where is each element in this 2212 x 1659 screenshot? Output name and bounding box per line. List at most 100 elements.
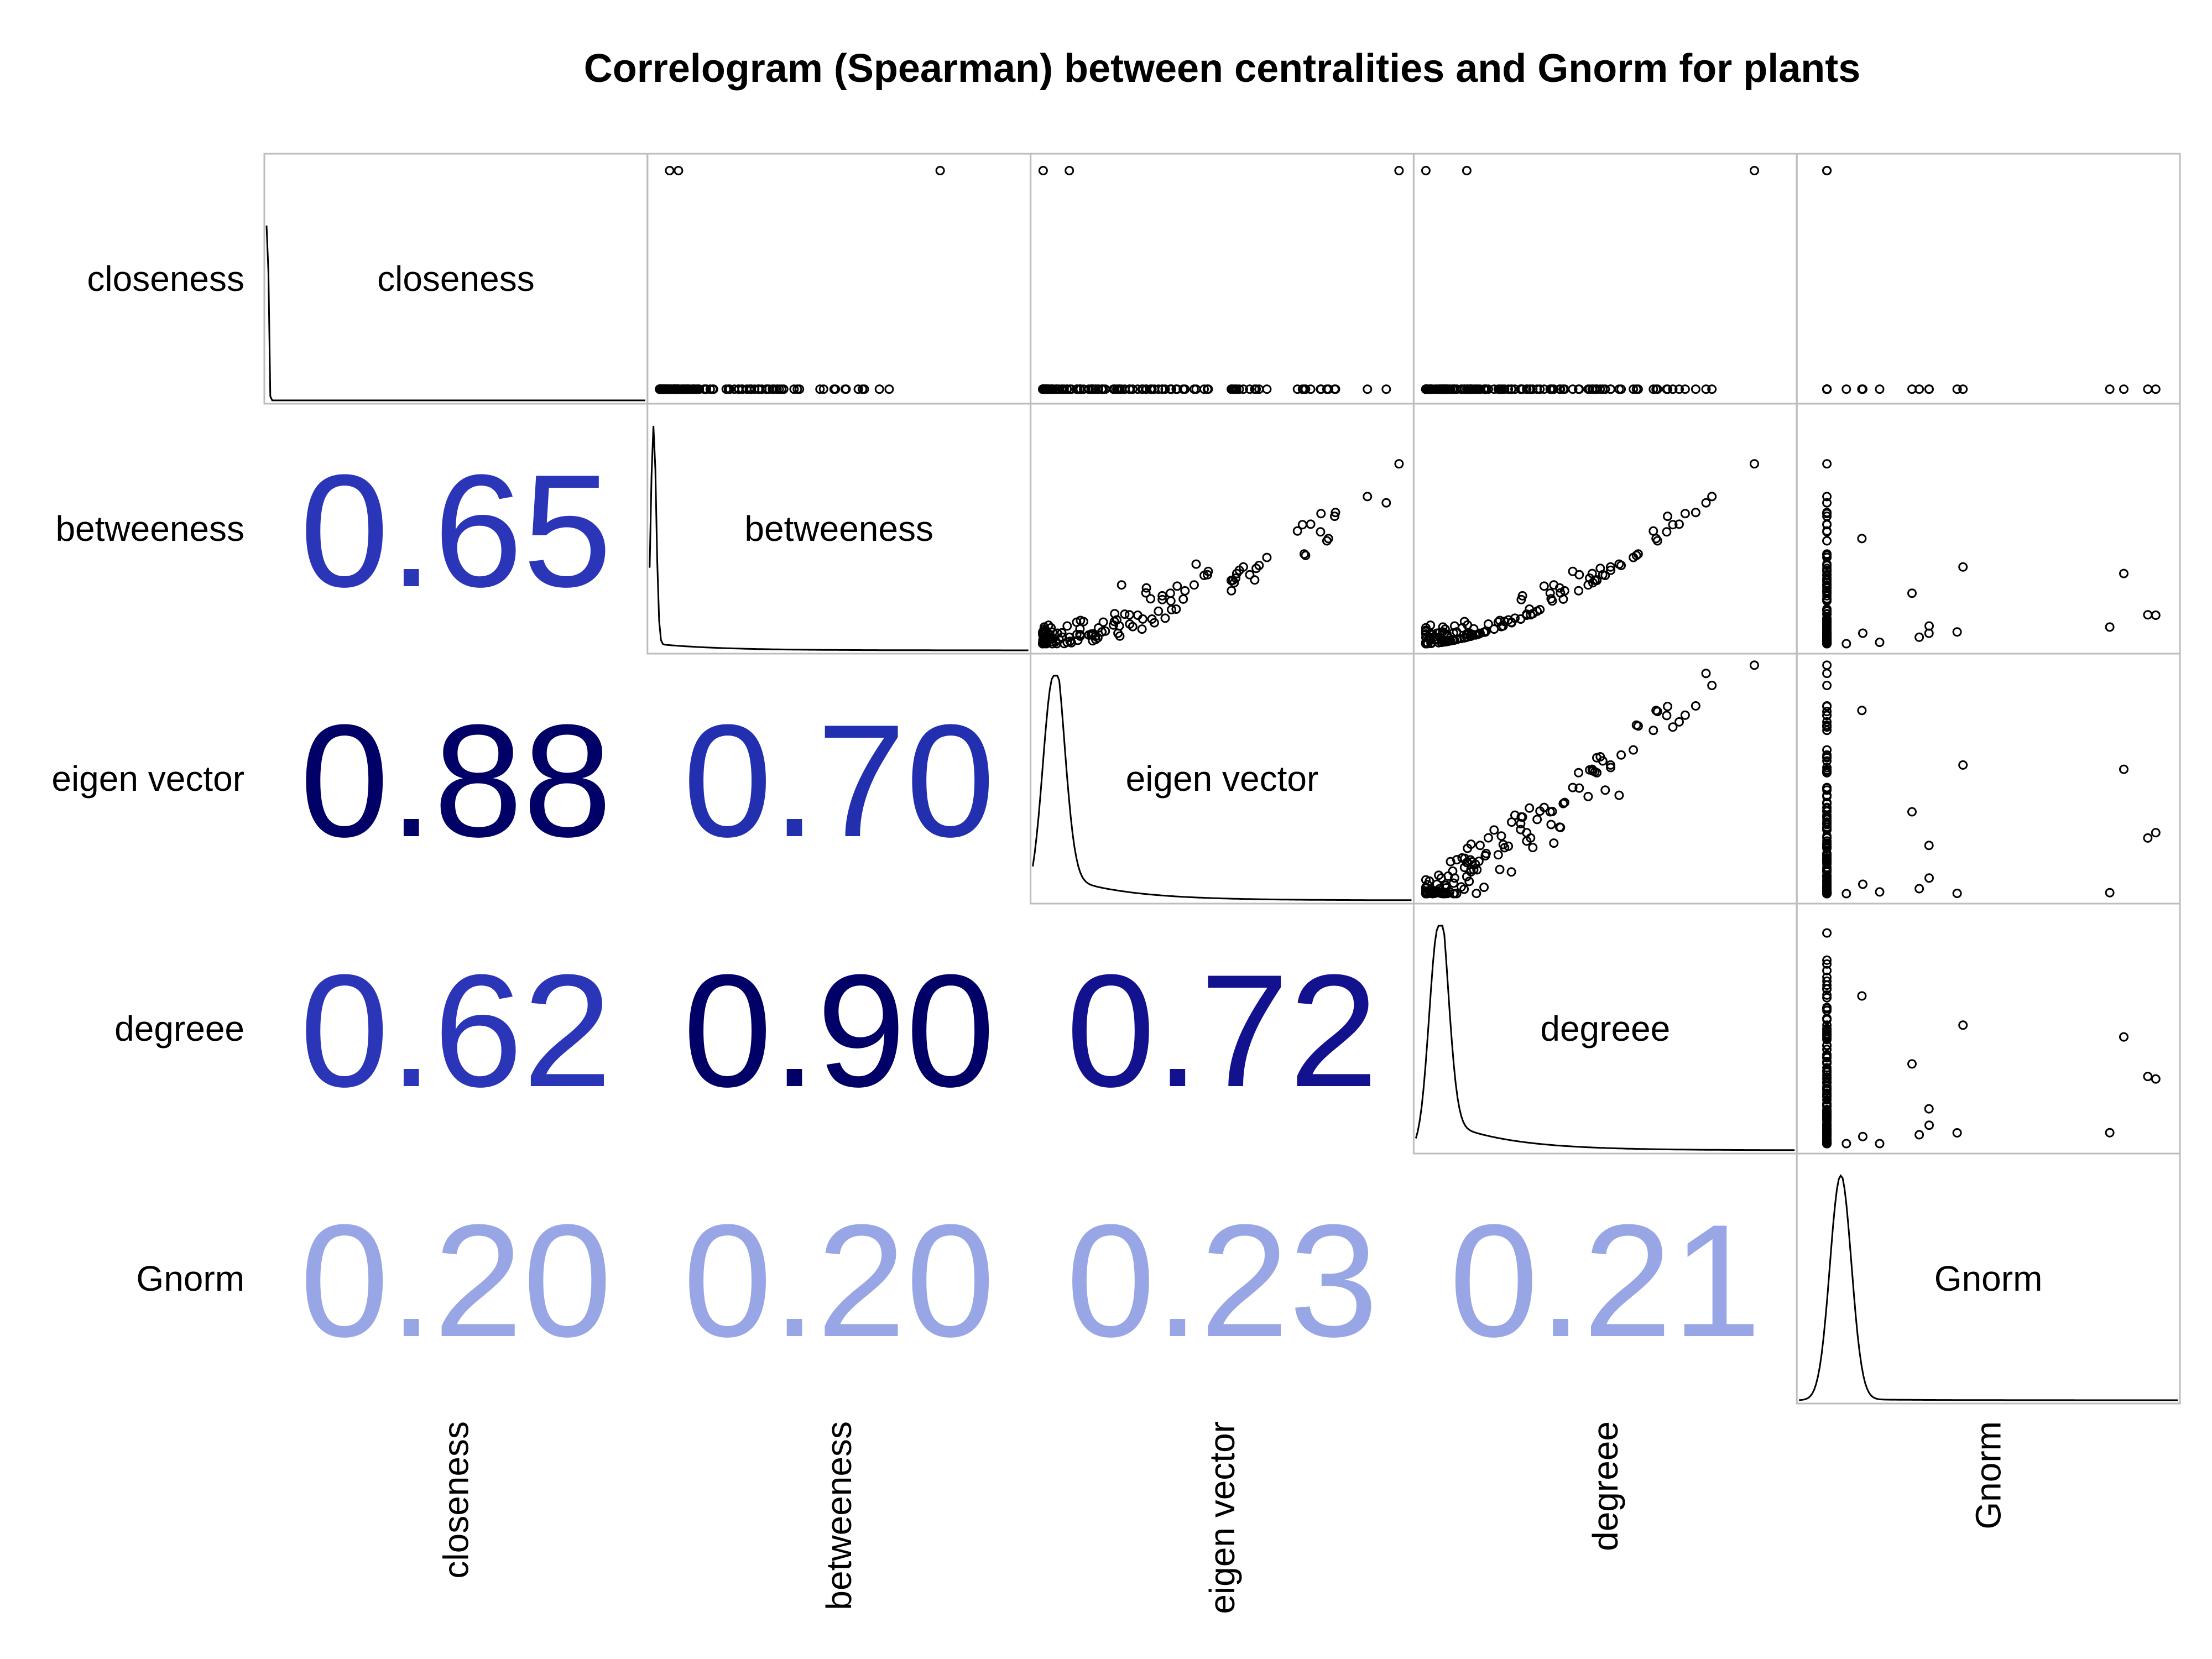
scatter-point — [1439, 628, 1449, 638]
scatter-point — [1822, 876, 1832, 886]
scatter-point — [1160, 613, 1170, 623]
scatter-point — [1822, 1107, 1832, 1117]
scatter-point — [1822, 841, 1832, 851]
scatter-point — [1292, 526, 1302, 536]
scatter-point — [1924, 841, 1934, 851]
scatter-point — [1062, 384, 1072, 394]
scatter-point — [774, 384, 784, 394]
scatter-point — [1822, 822, 1832, 832]
density-curve-gnorm — [1799, 1174, 2178, 1401]
correlation-gnorm-closeness: 0.20 — [300, 1191, 612, 1370]
scatter-point — [768, 384, 778, 394]
scatter-point — [1470, 630, 1480, 640]
scatter-point — [1822, 889, 1832, 899]
scatter-point — [1504, 384, 1514, 394]
correlation-gnorm-betweeness: 0.20 — [683, 1191, 995, 1370]
diagonal-label-eigen-vector: eigen vector — [1126, 759, 1319, 799]
scatter-point — [1822, 583, 1832, 593]
scatter-point — [1475, 384, 1485, 394]
scatter-point — [1585, 765, 1595, 775]
scatter-point — [1822, 166, 1832, 175]
scatter-point — [841, 384, 851, 394]
scatter-point — [1822, 639, 1832, 649]
scatter-point — [1822, 509, 1832, 519]
row-label-gnorm: Gnorm — [136, 1259, 244, 1298]
scatter-point — [1822, 799, 1832, 808]
scatter-point — [1498, 839, 1508, 849]
scatter-point — [734, 384, 744, 394]
column-label-gnorm: Gnorm — [1969, 1421, 2008, 1530]
scatter-point — [1441, 880, 1451, 890]
scatter-point — [1691, 701, 1700, 711]
scatter-point — [1522, 384, 1532, 394]
scatter-point — [1822, 1015, 1832, 1025]
scatter-point — [789, 384, 799, 394]
scatter-eigen-vector-vs-gnorm — [1822, 660, 2161, 899]
scatter-point — [1062, 621, 1072, 631]
scatter-point — [2119, 1032, 2128, 1042]
scatter-point — [1952, 384, 1962, 394]
scatter-point — [1629, 745, 1639, 755]
scatter-point — [1042, 384, 1052, 394]
panel-frame-betweeness-gnorm — [1796, 403, 2181, 655]
row-labels: closeness betweeness eigen vector degreee Gn… — [51, 259, 244, 1298]
panel-frame-closeness-betweeness — [646, 153, 1032, 405]
scatter-point — [1629, 384, 1639, 394]
scatter-point — [1504, 615, 1514, 625]
scatter-point — [1822, 1126, 1832, 1136]
scatter-point — [1680, 384, 1690, 394]
scatter-point — [1662, 527, 1672, 537]
scatter-point — [1546, 820, 1556, 830]
scatter-point — [1141, 583, 1151, 593]
scatter-point — [1662, 711, 1672, 721]
scatter-point — [1457, 384, 1467, 394]
scatter-point — [2143, 1072, 2153, 1082]
scatter-closeness-vs-gnorm — [1822, 166, 2161, 394]
scatter-point — [1652, 536, 1662, 546]
scatter-point — [674, 166, 684, 175]
scatter-point — [1141, 588, 1151, 598]
scatter-point — [1510, 384, 1520, 394]
scatter-point — [1822, 512, 1832, 521]
scatter-point — [1822, 720, 1832, 730]
scatter-point — [1822, 1082, 1832, 1092]
scatter-point — [1606, 565, 1616, 575]
scatter-point — [935, 166, 945, 175]
scatter-point — [1493, 850, 1503, 860]
scatter-point — [1668, 722, 1678, 732]
scatter-point — [1822, 669, 1832, 679]
scatter-point — [1549, 384, 1559, 394]
column-label-betweeness: betweeness — [819, 1421, 859, 1610]
scatter-point — [1556, 822, 1566, 832]
scatter-point — [1822, 984, 1832, 994]
scatter-point — [1171, 604, 1181, 614]
scatter-point — [1822, 1086, 1832, 1095]
scatter-point — [1858, 1131, 1867, 1141]
scatter-point — [1556, 384, 1566, 394]
scatter-point — [1858, 628, 1867, 638]
scatter-point — [1446, 384, 1455, 394]
panel-frame-betweeness-degreee — [1412, 403, 1798, 655]
scatter-point — [1065, 637, 1075, 646]
scatter-point — [1606, 384, 1616, 394]
scatter-point — [659, 384, 669, 394]
scatter-point — [1157, 594, 1167, 604]
scatter-point — [1822, 1113, 1832, 1123]
scatter-point — [1381, 498, 1391, 508]
scatter-point — [2143, 384, 2153, 394]
scatter-point — [1924, 628, 1934, 638]
scatter-point — [1437, 638, 1447, 647]
scatter-point — [1750, 660, 1759, 670]
scatter-point — [1330, 384, 1339, 394]
chart-title: Correlogram (Spearman) between centralit… — [584, 46, 1861, 91]
correlation-eigen-vector-betweeness: 0.70 — [683, 691, 995, 870]
correlation-betweeness-closeness: 0.65 — [300, 441, 612, 620]
scatter-point — [1472, 889, 1481, 899]
scatter-point — [1507, 384, 1516, 394]
scatter-point — [1841, 889, 1851, 899]
scatter-point — [1822, 615, 1832, 625]
scatter-point — [1464, 877, 1474, 886]
scatter-panels — [655, 166, 2161, 1149]
scatter-point — [1363, 492, 1373, 502]
scatter-point — [1147, 614, 1157, 624]
